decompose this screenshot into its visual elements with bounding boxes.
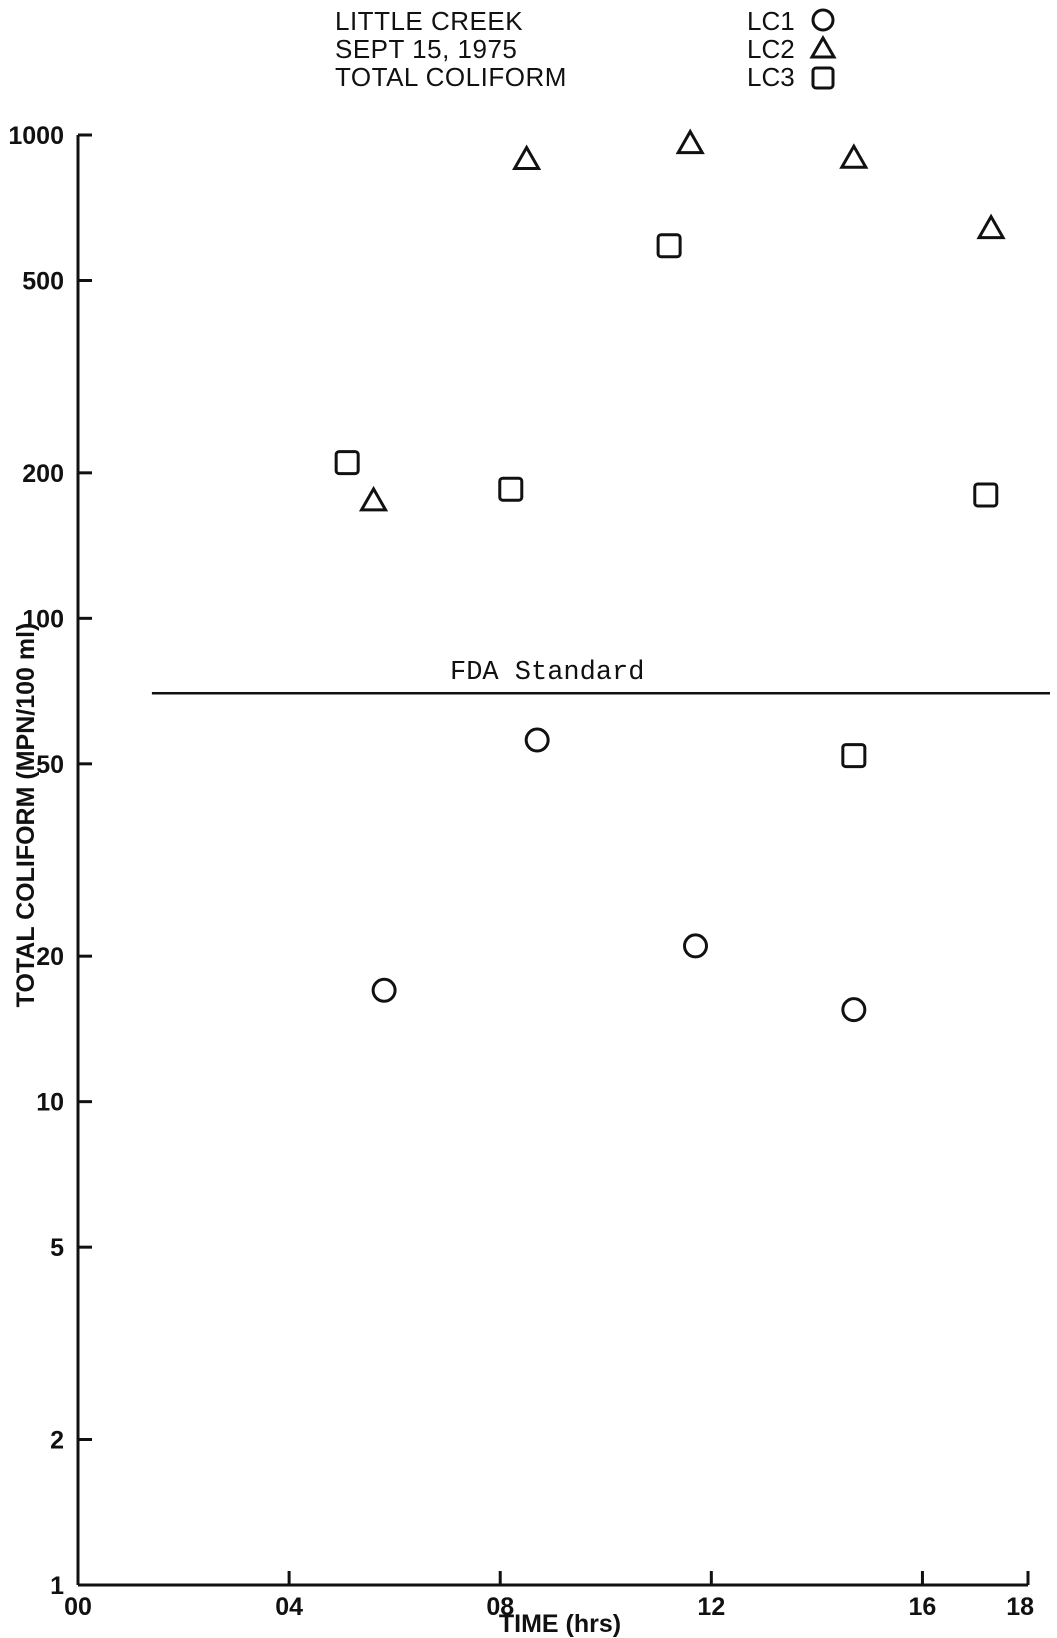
y-tick-label: 200 xyxy=(22,460,64,488)
legend-square-icon xyxy=(811,66,835,90)
y-axis-label: TOTAL COLIFORM (MPN/100 ml) xyxy=(12,623,40,1008)
point-lc2-triangle xyxy=(358,485,389,512)
y-axis-ticks: 1 2 5 10 20 50 100 200 500 1000 xyxy=(8,122,92,1600)
legend: LC1 LC2 LC3 xyxy=(747,6,837,92)
y-tick-label: 20 xyxy=(36,943,64,971)
x-axis-ticks: 00 04 08 12 16 18 xyxy=(64,1571,1034,1621)
point-lc1-circle xyxy=(524,727,550,753)
point-lc2-triangle xyxy=(839,143,869,169)
x-tick-label: 04 xyxy=(275,1593,303,1621)
x-tick-label: 18 xyxy=(1006,1593,1034,1621)
fda-standard-label: FDA Standard xyxy=(450,658,644,688)
point-lc3-square xyxy=(334,450,360,476)
point-lc1-circle xyxy=(371,977,397,1003)
y-tick-label: 1000 xyxy=(8,122,64,150)
y-tick-label: 500 xyxy=(22,267,64,295)
chart-title-line-3: TOTAL COLIFORM xyxy=(335,62,567,92)
legend-triangle-icon xyxy=(809,35,837,59)
legend-label-lc2: LC2 xyxy=(747,34,795,64)
point-lc2-triangle xyxy=(512,144,542,170)
y-tick-label: 50 xyxy=(36,751,64,779)
y-tick-label: 100 xyxy=(22,605,64,633)
y-tick-label: 2 xyxy=(50,1427,64,1455)
y-tick-label: 10 xyxy=(36,1089,64,1117)
y-tick-label: 1 xyxy=(50,1572,64,1600)
y-tick-label: 5 xyxy=(50,1234,64,1262)
legend-label-lc1: LC1 xyxy=(747,6,795,36)
x-tick-label: 16 xyxy=(909,1593,937,1621)
point-lc3-square xyxy=(973,482,999,508)
data-points xyxy=(334,128,1006,1023)
legend-label-lc3: LC3 xyxy=(747,62,795,92)
point-lc3-square xyxy=(498,476,524,502)
chart-title-line-2: SEPT 15, 1975 xyxy=(335,34,517,64)
x-tick-label: 08 xyxy=(486,1593,514,1621)
x-axis-label: TIME (hrs) xyxy=(499,1610,621,1638)
x-tick-label: 00 xyxy=(64,1593,92,1621)
point-lc3-square xyxy=(656,233,682,259)
legend-circle-icon xyxy=(811,8,835,32)
point-lc2-triangle xyxy=(976,213,1006,240)
point-lc3-square xyxy=(841,743,867,769)
x-tick-label: 12 xyxy=(697,1593,725,1621)
point-lc1-circle xyxy=(683,933,708,959)
point-lc2-triangle xyxy=(675,128,705,155)
chart-title-line-1: LITTLE CREEK xyxy=(335,6,523,36)
point-lc1-circle xyxy=(841,997,867,1023)
